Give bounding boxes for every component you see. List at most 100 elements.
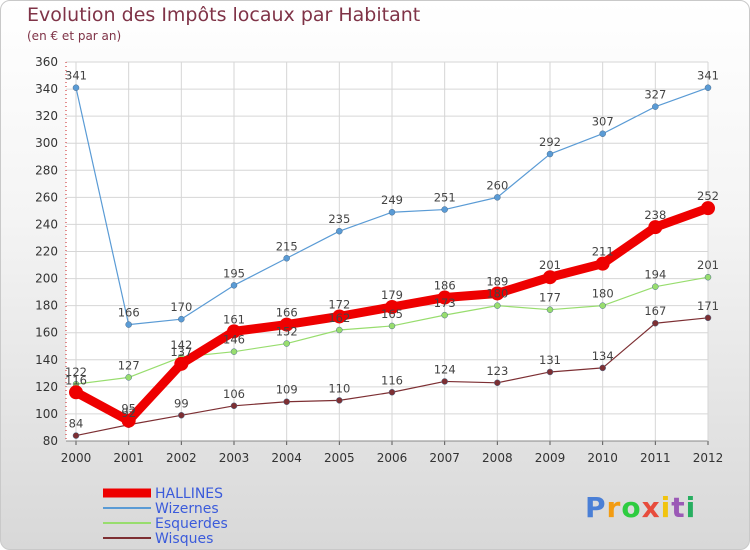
data-point [336, 326, 343, 334]
logo-letter: o [621, 491, 642, 524]
data-label: 146 [223, 333, 245, 347]
data-label: 249 [381, 193, 403, 207]
data-label: 252 [697, 189, 719, 203]
data-point [599, 130, 606, 137]
data-point [336, 397, 343, 404]
data-point [72, 432, 80, 439]
data-point [704, 84, 712, 91]
data-label: 95 [121, 402, 136, 416]
data-point [652, 319, 659, 327]
logo-letter: r [606, 491, 622, 524]
data-label: 116 [65, 373, 87, 387]
data-label: 124 [434, 362, 456, 376]
y-tick-label: 200 [35, 272, 58, 286]
legend-label: Esquerdes [155, 516, 228, 532]
data-label: 162 [328, 311, 350, 325]
y-tick-label: 120 [35, 380, 58, 394]
data-point [494, 379, 501, 387]
y-tick-label: 340 [35, 82, 58, 96]
data-point [230, 348, 238, 355]
logo-letter: i [685, 491, 697, 524]
data-label: 161 [223, 312, 245, 326]
data-label: 195 [223, 266, 245, 280]
data-point [546, 368, 554, 376]
data-label: 179 [381, 288, 403, 302]
data-label: 131 [539, 353, 561, 367]
data-point [283, 398, 290, 405]
data-label: 99 [174, 396, 189, 410]
data-point [230, 282, 238, 289]
data-label: 142 [170, 338, 192, 352]
data-label: 341 [65, 69, 87, 83]
data-label: 260 [486, 178, 508, 192]
data-label: 186 [434, 279, 456, 293]
data-label: 189 [486, 274, 508, 288]
x-tick-label: 2000 [61, 451, 92, 465]
data-label: 307 [592, 115, 614, 129]
data-label: 292 [539, 135, 561, 149]
y-tick-label: 260 [35, 190, 58, 204]
x-tick-label: 2012 [693, 451, 724, 465]
data-label: 215 [276, 239, 298, 253]
x-tick-label: 2006 [377, 451, 408, 465]
data-label: 180 [592, 287, 614, 301]
data-point [388, 208, 396, 216]
data-label: 137 [170, 345, 192, 359]
data-point [701, 201, 715, 216]
data-point [72, 84, 80, 91]
data-label: 194 [644, 268, 666, 282]
data-label: 238 [644, 208, 666, 222]
data-point [599, 364, 606, 372]
x-tick-label: 2008 [482, 451, 513, 465]
logo-letter: P [585, 491, 607, 524]
legend-label: HALLINES [155, 486, 223, 502]
data-point [178, 315, 185, 323]
data-label: 327 [644, 88, 666, 102]
data-point [490, 286, 505, 301]
data-label: 235 [328, 212, 350, 226]
data-point [385, 299, 399, 314]
data-point [121, 413, 136, 428]
data-point [125, 374, 132, 381]
data-label: 180 [486, 287, 508, 301]
data-label: 341 [697, 69, 719, 83]
data-point [494, 302, 501, 309]
x-tick-label: 2001 [113, 451, 144, 465]
x-tick-label: 2002 [166, 451, 197, 465]
data-point [599, 302, 606, 309]
proxiti-logo: Proxiti [585, 491, 696, 524]
data-label: 211 [592, 245, 614, 259]
logo-letter: i [660, 491, 672, 524]
y-tick-label: 140 [35, 353, 58, 367]
data-point [441, 311, 448, 319]
data-label: 173 [434, 296, 456, 310]
data-point [388, 322, 396, 330]
chart-title: Evolution des Impôts locaux par Habitant [27, 4, 421, 26]
y-tick-label: 280 [35, 163, 58, 177]
legend-label: Wisques [155, 531, 213, 547]
data-label: 123 [486, 364, 508, 378]
data-point [69, 385, 83, 400]
x-tick-label: 2007 [429, 451, 460, 465]
data-label: 251 [434, 191, 456, 205]
data-point [441, 378, 448, 385]
x-tick-label: 2005 [324, 451, 355, 465]
data-label: 84 [69, 417, 84, 431]
data-label: 122 [65, 365, 87, 379]
data-point [227, 324, 241, 339]
data-label: 110 [328, 381, 350, 395]
y-tick-label: 80 [43, 434, 58, 448]
data-label: 92 [121, 406, 136, 420]
data-label: 127 [118, 358, 140, 372]
data-label: 106 [223, 387, 245, 401]
chart-subtitle: (en € et par an) [27, 29, 122, 43]
data-point [125, 321, 132, 328]
data-point [174, 356, 189, 371]
data-point [704, 314, 712, 322]
logo-letter: x [641, 491, 661, 524]
data-point [652, 103, 659, 110]
data-point [230, 402, 238, 410]
data-point [283, 340, 290, 347]
